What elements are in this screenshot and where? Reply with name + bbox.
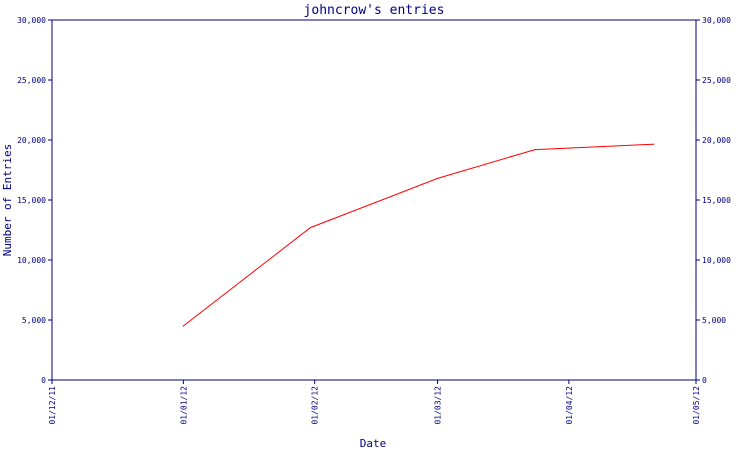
x-tick-label: 01/03/12 (434, 386, 443, 425)
data-point (436, 177, 439, 179)
x-axis-label: Date (360, 437, 387, 450)
tick-labels: 0 0 5,000 5,000 10,000 10,000 15,000 15,000 20,0… (17, 16, 731, 425)
chart-title: johncrow's entries (304, 3, 445, 18)
data-point (182, 325, 184, 327)
series-layer (182, 143, 655, 327)
x-tick-label: 01/01/12 (179, 386, 188, 425)
y-tick-label-right: 5,000 (702, 316, 726, 325)
data-point (309, 227, 312, 229)
x-tick-label: 01/12/11 (48, 386, 57, 425)
tick-marks (48, 19, 700, 384)
y-tick-label-right: 15,000 (702, 196, 731, 205)
x-tick-label: 01/02/12 (311, 386, 320, 425)
y-tick-label-right: 25,000 (702, 76, 731, 85)
y-tick-label-left: 30,000 (17, 16, 46, 25)
y-tick-label-left: 0 (41, 376, 46, 385)
y-tick-label-right: 30,000 (702, 16, 731, 25)
x-tick-label: 01/05/12 (692, 386, 701, 425)
y-tick-label-left: 25,000 (17, 76, 46, 85)
y-tick-label-left: 20,000 (17, 136, 46, 145)
y-tick-label-left: 5,000 (22, 316, 46, 325)
y-tick-label-right: 20,000 (702, 136, 731, 145)
y-tick-label-left: 15,000 (17, 196, 46, 205)
y-axis-label: Number of Entries (1, 144, 14, 257)
y-tick-label-left: 10,000 (17, 256, 46, 265)
data-point (653, 143, 655, 145)
data-point (534, 149, 536, 151)
x-tick-label: 01/04/12 (565, 386, 574, 425)
y-tick-label-right: 0 (702, 376, 707, 385)
y-tick-label-right: 10,000 (702, 256, 731, 265)
